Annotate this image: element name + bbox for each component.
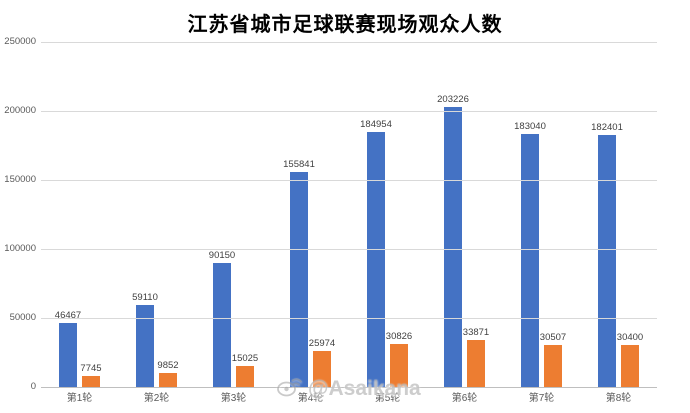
plot-area: 46467 7745 第1轮 59110 9852 第2轮 90150 15025 第3轮 155… <box>41 41 657 404</box>
gridline <box>41 317 657 319</box>
bar-group: 184954 30826 第5轮 <box>349 42 426 404</box>
y-tick-label: 200000 <box>4 105 36 116</box>
bar-data-label: 30400 <box>616 332 644 344</box>
gridline <box>41 110 657 112</box>
bar-series1: 182401 <box>591 122 623 387</box>
bar-data-label: 25974 <box>308 338 336 350</box>
bar-group: 155841 25974 第4轮 <box>272 42 349 404</box>
bar-data-label: 30826 <box>385 331 413 343</box>
bar-series1: 184954 <box>360 119 392 387</box>
bar-series2: 15025 <box>232 353 258 387</box>
bar-group: 59110 9852 第2轮 <box>118 42 195 404</box>
bar-data-label: 155841 <box>283 158 315 170</box>
bar-group: 46467 7745 第1轮 <box>41 42 118 404</box>
bar-data-label: 15025 <box>231 353 259 365</box>
bar-series1: 203226 <box>437 94 469 387</box>
bar-series2: 33871 <box>463 327 489 387</box>
bar-group: 203226 33871 第6轮 <box>426 42 503 404</box>
x-tick-label: 第2轮 <box>143 393 170 404</box>
gridline <box>41 41 657 43</box>
bar-series2: 7745 <box>80 363 102 387</box>
bar-data-label: 203226 <box>437 93 469 105</box>
bar-data-label: 9852 <box>157 360 179 372</box>
bar-group: 182401 30400 第8轮 <box>580 42 657 404</box>
x-tick-label: 第6轮 <box>451 393 478 404</box>
bar-data-label: 90150 <box>208 249 236 261</box>
x-tick-label: 第7轮 <box>528 393 555 404</box>
bar-data-label: 59110 <box>132 292 158 304</box>
bar-data-label: 182401 <box>591 122 623 134</box>
y-tick-label: 0 <box>30 381 36 392</box>
x-tick-label: 第4轮 <box>297 393 324 404</box>
bar-data-label: 30507 <box>539 331 567 343</box>
bar-series2: 30507 <box>540 332 566 387</box>
bar-data-label: 33871 <box>462 327 490 339</box>
bar-series2: 30826 <box>386 331 412 387</box>
bar-series1: 59110 <box>132 292 158 387</box>
bar-data-label: 184954 <box>360 118 392 130</box>
bar-data-label: 46467 <box>54 309 82 321</box>
y-tick-label: 100000 <box>4 243 36 254</box>
bar-series2: 9852 <box>157 360 179 387</box>
x-tick-label: 第3轮 <box>220 393 247 404</box>
gridline <box>41 179 657 181</box>
bar-series2: 30400 <box>617 332 643 387</box>
y-tick-label: 50000 <box>9 312 36 323</box>
bar-series1: 46467 <box>55 310 81 387</box>
bar-group: 90150 15025 第3轮 <box>195 42 272 404</box>
bar-series1: 183040 <box>514 121 546 387</box>
bar-series1: 90150 <box>209 250 235 387</box>
bar-data-label: 183040 <box>514 121 546 133</box>
y-axis-labels: 0 50000 100000 150000 200000 250000 <box>0 36 36 392</box>
bar-series2: 25974 <box>309 338 335 387</box>
bar-groups: 46467 7745 第1轮 59110 9852 第2轮 90150 15025 第3轮 155… <box>41 42 657 404</box>
bar-series1: 155841 <box>283 159 315 387</box>
x-tick-label: 第5轮 <box>374 393 401 404</box>
y-tick-label: 150000 <box>4 174 36 185</box>
bar-group: 183040 30507 第7轮 <box>503 42 580 404</box>
bar-data-label: 7745 <box>80 363 102 375</box>
x-tick-label: 第1轮 <box>66 393 93 404</box>
y-tick-label: 250000 <box>4 36 36 47</box>
gridline <box>41 248 657 250</box>
chart-title: 江苏省城市足球联赛现场观众人数 <box>187 12 503 36</box>
x-tick-label: 第8轮 <box>605 393 632 404</box>
